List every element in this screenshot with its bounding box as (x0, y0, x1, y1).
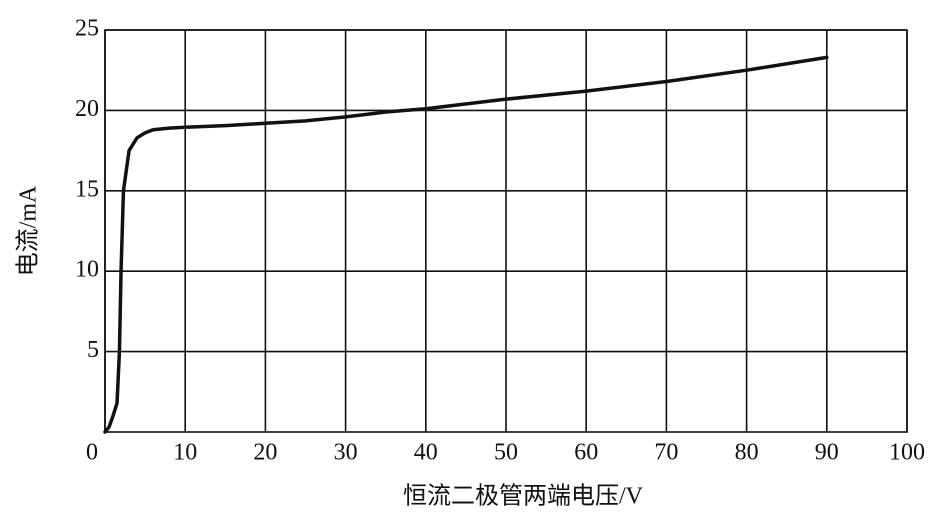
x-tick-label: 40 (414, 440, 438, 466)
x-tick-label: 70 (654, 440, 678, 466)
x-tick-label: 60 (574, 440, 598, 466)
x-tick-label: 20 (253, 440, 277, 466)
y-axis-label: 电流/mA (15, 185, 42, 276)
y-tick-label: 25 (75, 16, 99, 42)
x-tick-label: 50 (494, 440, 518, 466)
x-tick-label: 0 (86, 440, 98, 466)
x-tick-label: 10 (173, 440, 197, 466)
data-line (103, 55, 829, 434)
y-tick-label: 10 (75, 257, 99, 283)
x-axis-label: 恒流二极管两端电压/V (403, 483, 644, 510)
x-tick-label: 80 (735, 440, 759, 466)
x-tick-label: 30 (334, 440, 358, 466)
x-tick-label: 90 (815, 440, 839, 466)
y-tick-label: 15 (75, 176, 99, 202)
y-tick-label: 5 (87, 337, 99, 363)
y-tick-label: 20 (75, 96, 99, 122)
x-tick-label: 100 (889, 440, 925, 466)
